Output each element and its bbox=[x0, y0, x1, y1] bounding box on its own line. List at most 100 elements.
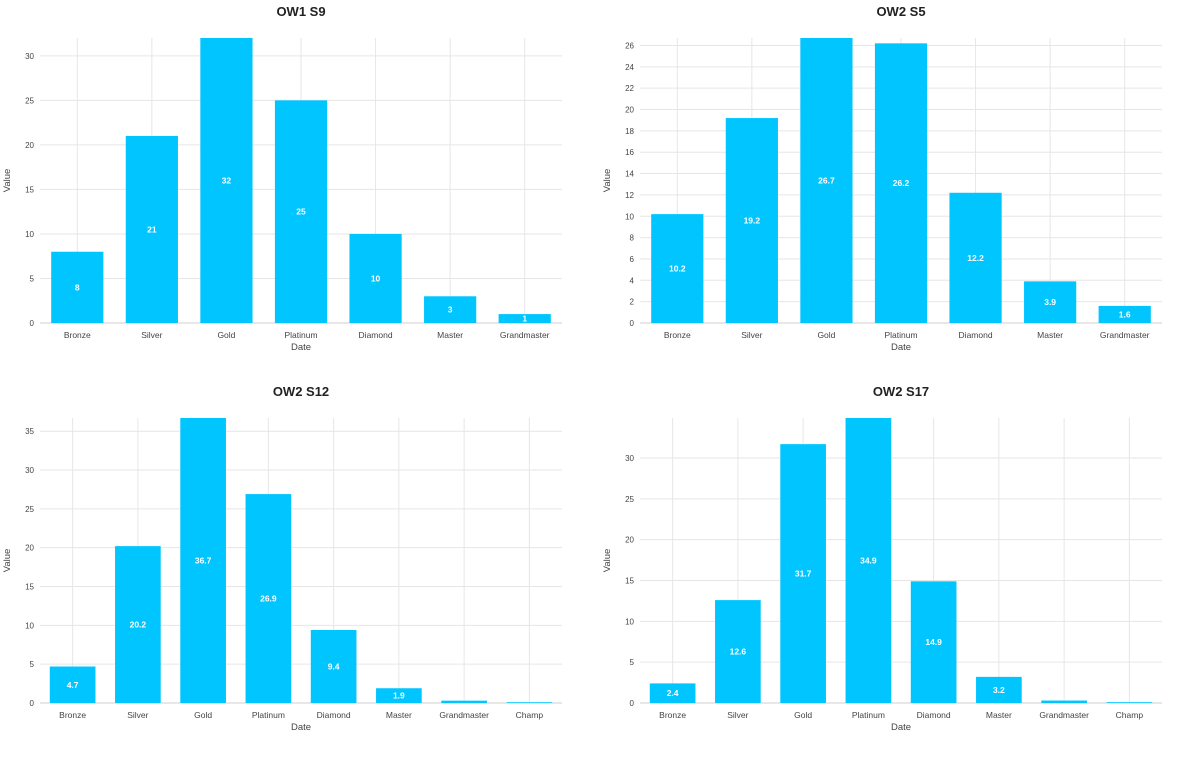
data-label: 20.2 bbox=[130, 620, 147, 630]
bar-gold bbox=[780, 444, 826, 703]
x-tick-label: Master bbox=[437, 330, 463, 340]
bar-silver bbox=[715, 600, 761, 703]
x-tick-label: Champ bbox=[516, 710, 544, 720]
x-tick-label: Bronze bbox=[664, 330, 691, 340]
bar-grandmaster bbox=[441, 700, 487, 703]
chart-ow2-s17: 0 5 10 15 20 25 30 2.4 12.6 31.7 34.9 14.9 3.2 Bronze… bbox=[602, 384, 1162, 733]
x-tick-label: Master bbox=[986, 710, 1012, 720]
x-tick-label: Gold bbox=[794, 710, 812, 720]
y-tick-label: 0 bbox=[630, 699, 635, 708]
x-tick-label: Bronze bbox=[64, 330, 91, 340]
x-tick-label: Gold bbox=[194, 710, 212, 720]
y-tick-label: 4 bbox=[630, 276, 635, 285]
y-axis-title: Value bbox=[602, 169, 613, 193]
bar-champ bbox=[506, 702, 553, 704]
bar-diamond bbox=[949, 192, 1002, 323]
bar-diamond bbox=[349, 233, 402, 323]
bar-diamond bbox=[310, 630, 357, 703]
y-axis-title: Value bbox=[602, 549, 613, 573]
y-tick-label: 6 bbox=[630, 255, 635, 264]
bar-platinum bbox=[874, 43, 928, 324]
data-label: 26.7 bbox=[818, 176, 835, 186]
x-tick-label: Champ bbox=[1116, 710, 1144, 720]
data-label: 12.6 bbox=[730, 647, 747, 657]
y-tick-label: 5 bbox=[30, 274, 35, 283]
data-label: 31.7 bbox=[795, 569, 812, 579]
bar-gold bbox=[200, 38, 253, 323]
x-axis-title: Date bbox=[891, 342, 911, 353]
chart-title: OW1 S9 bbox=[276, 4, 325, 19]
x-axis-title: Date bbox=[291, 722, 311, 733]
bar-bronze bbox=[49, 666, 96, 703]
x-tick-label: Grandmaster bbox=[1100, 330, 1150, 340]
y-tick-label: 20 bbox=[25, 544, 34, 553]
x-tick-label: Diamond bbox=[359, 330, 393, 340]
y-tick-label: 30 bbox=[625, 454, 634, 463]
y-tick-label: 2 bbox=[630, 298, 635, 307]
bar-master bbox=[376, 688, 422, 703]
x-tick-label: Bronze bbox=[59, 710, 86, 720]
data-label: 8 bbox=[75, 282, 80, 292]
data-label: 10.2 bbox=[669, 264, 686, 274]
data-label: 3 bbox=[448, 305, 453, 315]
bar-grandmaster bbox=[498, 314, 551, 323]
y-tick-label: 0 bbox=[30, 319, 35, 328]
chart-panel-ow2-s12: 0 5 10 15 20 25 30 35 4.7 20.2 36.7 26.9 9.4 1.9 Bronz… bbox=[0, 380, 600, 760]
x-tick-label: Platinum bbox=[284, 330, 317, 340]
y-tick-label: 20 bbox=[625, 536, 634, 545]
bar-silver bbox=[725, 118, 778, 323]
x-tick-label: Platinum bbox=[852, 710, 885, 720]
bar-grandmaster bbox=[1098, 305, 1151, 323]
x-tick-label: Gold bbox=[817, 330, 835, 340]
y-tick-label: 12 bbox=[625, 191, 634, 200]
chart-panel-ow2-s5: 0 2 4 6 8 10 12 14 16 18 20 22 24 26 10.2 19.2 26.7 26.2 1… bbox=[600, 0, 1200, 380]
data-label: 12.2 bbox=[967, 253, 984, 263]
data-label: 1.9 bbox=[393, 691, 405, 701]
bar-gold bbox=[800, 38, 853, 323]
y-tick-label: 26 bbox=[625, 41, 634, 50]
data-label: 3.9 bbox=[1044, 297, 1056, 307]
y-tick-label: 22 bbox=[625, 84, 634, 93]
y-tick-label: 30 bbox=[25, 52, 34, 61]
x-tick-label: Grandmaster bbox=[439, 710, 489, 720]
y-tick-label: 25 bbox=[25, 96, 34, 105]
data-label: 25 bbox=[296, 207, 306, 217]
data-label: 10 bbox=[371, 273, 381, 283]
chart-title: OW2 S17 bbox=[873, 384, 929, 399]
y-tick-label: 16 bbox=[625, 148, 634, 157]
chart-panel-ow2-s17: 0 5 10 15 20 25 30 2.4 12.6 31.7 34.9 14.9 3.2 Bronze… bbox=[600, 380, 1200, 760]
data-label: 3.2 bbox=[993, 685, 1005, 695]
x-tick-label: Platinum bbox=[884, 330, 917, 340]
data-label: 26.9 bbox=[260, 594, 277, 604]
y-tick-label: 8 bbox=[630, 234, 635, 243]
bar-master bbox=[424, 296, 477, 323]
x-tick-label: Diamond bbox=[917, 710, 951, 720]
x-tick-label: Diamond bbox=[317, 710, 351, 720]
chart-ow1-s9: 0 5 10 15 20 25 30 8 21 32 25 10 3 1 Bronze Silver Gold P… bbox=[2, 4, 562, 353]
x-tick-label: Grandmaster bbox=[500, 330, 550, 340]
y-tick-label: 10 bbox=[25, 230, 34, 239]
y-tick-label: 0 bbox=[630, 319, 635, 328]
x-tick-label: Silver bbox=[741, 330, 762, 340]
chart-title: OW2 S12 bbox=[273, 384, 329, 399]
bar-silver bbox=[125, 135, 178, 323]
y-axis-title: Value bbox=[2, 169, 13, 193]
data-label: 34.9 bbox=[860, 556, 877, 566]
x-tick-label: Gold bbox=[217, 330, 235, 340]
data-label: 1.6 bbox=[1119, 309, 1131, 319]
y-tick-label: 10 bbox=[625, 212, 634, 221]
y-tick-label: 30 bbox=[25, 466, 34, 475]
bar-platinum bbox=[245, 494, 292, 703]
data-label: 32 bbox=[222, 176, 232, 186]
data-label: 14.9 bbox=[925, 637, 942, 647]
y-tick-label: 10 bbox=[25, 621, 34, 630]
y-axis-title: Value bbox=[2, 549, 13, 573]
data-label: 1 bbox=[522, 314, 527, 324]
y-tick-label: 24 bbox=[625, 63, 634, 72]
chart-title: OW2 S5 bbox=[876, 4, 925, 19]
data-label: 4.7 bbox=[67, 680, 79, 690]
y-tick-label: 5 bbox=[630, 658, 635, 667]
x-axis-title: Date bbox=[291, 342, 311, 353]
